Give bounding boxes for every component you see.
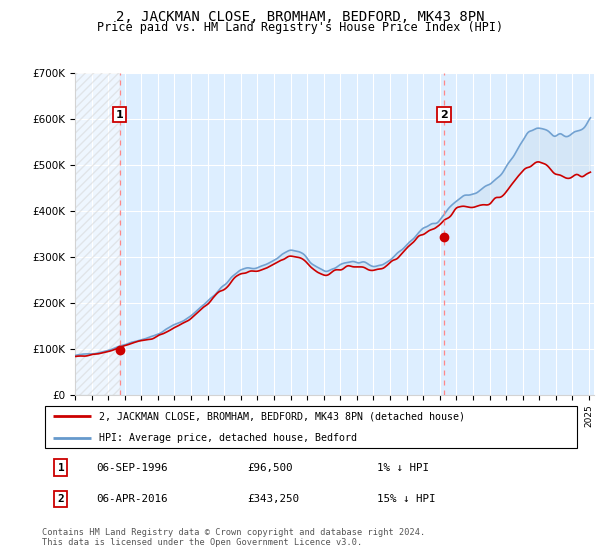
Text: Contains HM Land Registry data © Crown copyright and database right 2024.: Contains HM Land Registry data © Crown c… xyxy=(42,528,425,536)
Text: 1: 1 xyxy=(58,463,64,473)
Text: 2: 2 xyxy=(58,494,64,504)
Text: 06-APR-2016: 06-APR-2016 xyxy=(96,494,167,504)
Text: £96,500: £96,500 xyxy=(247,463,293,473)
Text: 06-SEP-1996: 06-SEP-1996 xyxy=(96,463,167,473)
Text: 1% ↓ HPI: 1% ↓ HPI xyxy=(377,463,429,473)
Text: HPI: Average price, detached house, Bedford: HPI: Average price, detached house, Bedf… xyxy=(98,433,356,443)
Text: 15% ↓ HPI: 15% ↓ HPI xyxy=(377,494,436,504)
Text: 2, JACKMAN CLOSE, BROMHAM, BEDFORD, MK43 8PN (detached house): 2, JACKMAN CLOSE, BROMHAM, BEDFORD, MK43… xyxy=(98,411,465,421)
Text: £343,250: £343,250 xyxy=(247,494,299,504)
Text: Price paid vs. HM Land Registry's House Price Index (HPI): Price paid vs. HM Land Registry's House … xyxy=(97,21,503,34)
Text: This data is licensed under the Open Government Licence v3.0.: This data is licensed under the Open Gov… xyxy=(42,538,362,547)
Text: 1: 1 xyxy=(116,110,124,120)
Text: 2, JACKMAN CLOSE, BROMHAM, BEDFORD, MK43 8PN: 2, JACKMAN CLOSE, BROMHAM, BEDFORD, MK43… xyxy=(116,10,484,24)
FancyBboxPatch shape xyxy=(45,405,577,449)
Text: 2: 2 xyxy=(440,110,448,120)
